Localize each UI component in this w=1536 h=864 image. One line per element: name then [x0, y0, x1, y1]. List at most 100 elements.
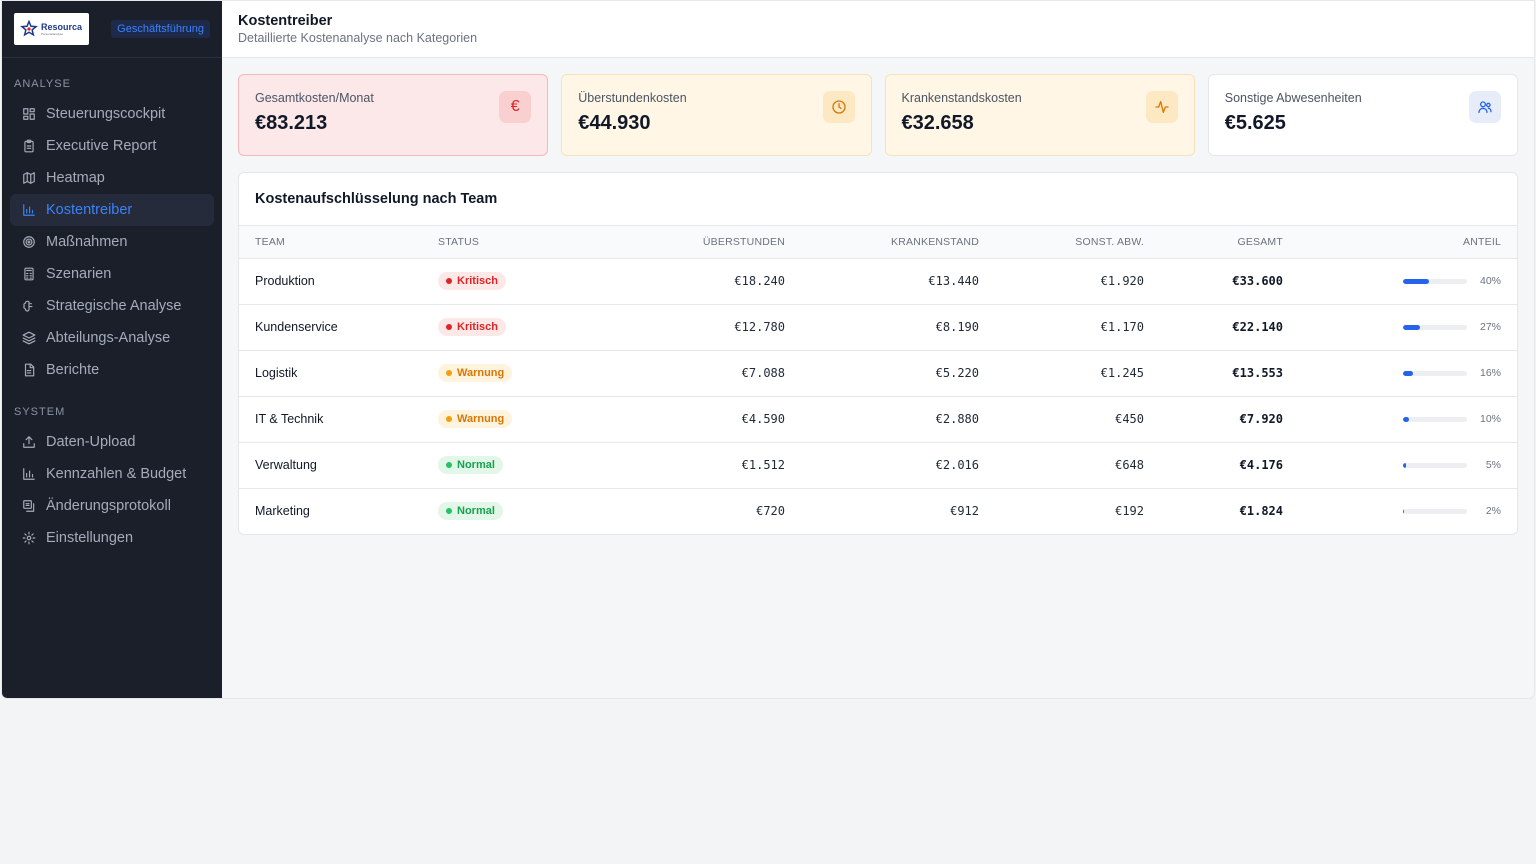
sidebar-item-maßnahmen[interactable]: Maßnahmen [10, 226, 214, 258]
col-ueberstunden[interactable]: ÜBERSTUNDEN [568, 226, 785, 259]
share-bar-fill [1403, 462, 1407, 468]
team-name: Verwaltung [255, 458, 317, 472]
sonst-abw-value: €192 [1115, 504, 1144, 519]
table-row[interactable]: Produktion Kritisch €18.240 €13.440 €1.920 €3… [239, 258, 1517, 304]
share-cell: 27% [1283, 304, 1517, 350]
share-bar [1403, 370, 1467, 376]
table-row[interactable]: IT & Technik Warnung €4.590 €2.880 €450 €7.92… [239, 396, 1517, 442]
table-header-row: TEAM STATUS ÜBERSTUNDEN KRANKENSTAND SON… [239, 226, 1517, 259]
sidebar-item-executive-report[interactable]: Executive Report [10, 130, 214, 162]
sidebar-item-kennzahlen-budget[interactable]: Kennzahlen & Budget [10, 458, 214, 490]
sidebar-item-szenarien[interactable]: Szenarien [10, 258, 214, 290]
role-badge[interactable]: Geschäftsführung [111, 20, 210, 38]
status-label: Warnung [457, 413, 505, 425]
content: Gesamtkosten/Monat €83.213 € Überstundenkos… [222, 58, 1534, 535]
page-header: Kostentreiber Detaillierte Kostenanalyse… [222, 1, 1534, 58]
share-cell: 16% [1283, 350, 1517, 396]
share-percent: 5% [1485, 459, 1501, 471]
table-row[interactable]: Kundenservice Kritisch €12.780 €8.190 €1.170… [239, 304, 1517, 350]
team-name: Marketing [255, 504, 310, 519]
sonst-abw-value: €450 [1115, 412, 1144, 426]
table-row[interactable]: Verwaltung Normal €1.512 €2.016 €648 €4.176 5% [239, 442, 1517, 488]
sidebar-item-einstellungen[interactable]: Einstellungen [10, 522, 214, 554]
status-cell: Kritisch [438, 304, 568, 350]
sidebar-item-kostentreiber[interactable]: Kostentreiber [10, 194, 214, 226]
krankenstand-value: €5.220 [935, 366, 979, 380]
app-logo[interactable]: Resourca Personalanalyse [14, 13, 89, 45]
status-dot [446, 462, 452, 468]
kpi-card: Gesamtkosten/Monat €83.213 € [238, 74, 549, 156]
sidebar-item-label: Steuerungscockpit [46, 106, 166, 122]
share-cell: 2% [1283, 488, 1517, 534]
table-row[interactable]: Marketing Normal €720 €912 €192 €1.824 2% [239, 488, 1517, 534]
kpi-value: €83.213 [255, 112, 328, 134]
kpi-card: Überstundenkosten €44.930 [561, 74, 872, 156]
sidebar-item-label: Strategische Analyse [46, 298, 182, 314]
team-name: Logistik [255, 366, 298, 380]
col-gesamt[interactable]: GESAMT [1144, 226, 1283, 259]
share-bar-fill [1403, 324, 1421, 330]
status-label: Normal [457, 505, 495, 518]
main-area: Kostentreiber Detaillierte Kostenanalyse… [222, 1, 1534, 698]
ueberstunden-value: €1.512 [741, 458, 785, 472]
bar-chart-icon [23, 204, 35, 216]
col-team[interactable]: TEAM [239, 226, 438, 259]
clock-icon [831, 100, 846, 114]
col-anteil[interactable]: ANTEIL [1283, 226, 1517, 259]
sidebar-item-heatmap[interactable]: Heatmap [10, 162, 214, 194]
share-bar-fill [1403, 508, 1405, 514]
share-percent: 16% [1479, 367, 1501, 379]
krankenstand-value: €2.880 [935, 412, 979, 426]
share-bar-fill [1403, 278, 1429, 284]
team-name: Produktion [255, 274, 315, 288]
status-badge: Normal [438, 456, 503, 474]
sidebar-item-label: Heatmap [46, 170, 105, 186]
sidebar-item-änderungsprotokoll[interactable]: Änderungsprotokoll [10, 490, 214, 522]
sidebar-item-daten-upload[interactable]: Daten-Upload [10, 426, 214, 458]
sidebar-item-label: Kostentreiber [46, 202, 133, 218]
col-krankenstand[interactable]: KRANKENSTAND [785, 226, 979, 259]
table-row[interactable]: Logistik Warnung €7.088 €5.220 €1.245 €13.553… [239, 350, 1517, 396]
gesamt-value: €22.140 [1232, 320, 1283, 334]
sidebar-item-abteilungs-analyse[interactable]: Abteilungs-Analyse [10, 322, 214, 354]
page-title: Kostentreiber [238, 13, 333, 29]
share-percent: 40% [1479, 275, 1501, 287]
share-bar [1403, 462, 1467, 468]
gear-icon [22, 531, 36, 545]
col-status[interactable]: STATUS [438, 226, 568, 259]
sidebar-item-berichte[interactable]: Berichte [10, 354, 214, 386]
sidebar-item-label: Änderungsprotokoll [46, 498, 171, 514]
clipboard-icon [24, 139, 34, 153]
share-bar-fill [1403, 416, 1410, 422]
gesamt-value: €7.920 [1239, 412, 1283, 426]
share-bar [1403, 278, 1467, 284]
upload-icon [23, 436, 35, 448]
gesamt-value: €4.176 [1239, 458, 1283, 472]
gesamt-value: €1.824 [1239, 504, 1283, 519]
sidebar-item-steuerungscockpit[interactable]: Steuerungscockpit [10, 98, 214, 130]
status-dot [446, 416, 452, 422]
ueberstunden-value: €12.780 [734, 320, 785, 334]
ueberstunden-value: €4.590 [741, 412, 785, 426]
logo-name: Resourca [41, 21, 83, 32]
sonst-abw-value: €1.170 [1100, 320, 1144, 334]
share-percent: 10% [1479, 413, 1501, 425]
brain-icon [23, 300, 33, 312]
section-label-analyse: ANALYSE [14, 78, 71, 90]
logo-star-icon [20, 20, 38, 37]
users-icon [1478, 101, 1492, 113]
status-dot [446, 278, 452, 284]
krankenstand-value: €2.016 [935, 458, 979, 472]
status-label: Kritisch [457, 275, 498, 287]
status-badge: Kritisch [438, 272, 506, 290]
status-label: Normal [457, 459, 495, 471]
col-sonst-abw[interactable]: SONST. ABW. [979, 226, 1144, 259]
sidebar-item-label: Executive Report [46, 138, 157, 154]
kpi-cards: Gesamtkosten/Monat €83.213 € Überstundenkos… [238, 74, 1518, 156]
status-cell: Normal [438, 442, 568, 488]
share-cell: 40% [1283, 258, 1517, 304]
krankenstand-value: €13.440 [928, 274, 979, 288]
cost-breakdown-panel: Kostenaufschlüsselung nach Team TEAM STA… [238, 172, 1518, 535]
gesamt-value: €13.553 [1232, 366, 1283, 380]
sidebar-item-strategische-analyse[interactable]: Strategische Analyse [10, 290, 214, 322]
